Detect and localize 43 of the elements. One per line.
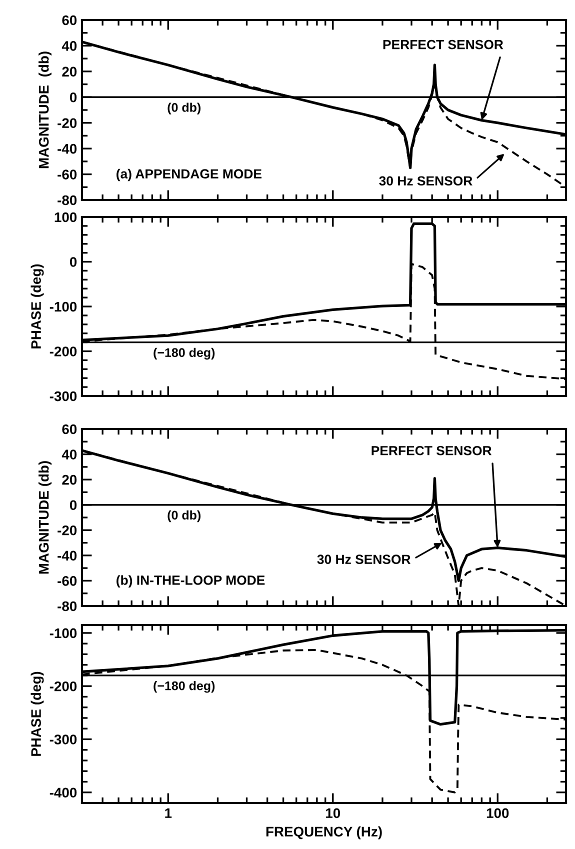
y-tick-label: 100: [54, 212, 77, 222]
y-tick-label: -200: [50, 346, 77, 356]
y-tick-label: -60: [58, 576, 77, 586]
y-tick-label: 0: [70, 92, 77, 102]
y-tick-label: 60: [62, 424, 77, 434]
annotation: (b) IN-THE-LOOP MODE: [116, 575, 265, 588]
x-axis-title: FREQUENCY (Hz): [266, 826, 382, 840]
x-tick-label: 100: [486, 808, 509, 818]
y-tick-label: -20: [58, 118, 77, 128]
y-tick-label: -300: [50, 734, 77, 744]
y-tick-label: 40: [62, 41, 77, 51]
annotation: 30 Hz SENSOR: [379, 176, 472, 186]
y-tick-label: -80: [58, 195, 77, 206]
y-axis-title: MAGNITUDE (db): [38, 52, 52, 168]
x-tick-label: 1: [165, 808, 172, 818]
ref-line-label: (−180 deg): [154, 681, 215, 693]
annotation: PERFECT SENSOR: [383, 40, 504, 50]
y-tick-label: -20: [58, 525, 77, 536]
y-tick-label: -100: [50, 628, 77, 638]
y-tick-label: 40: [62, 450, 77, 460]
y-tick-label: 0: [70, 500, 77, 510]
ref-line-label: (0 db): [168, 102, 200, 114]
y-tick-label: 20: [62, 66, 77, 77]
y-tick-label: -40: [58, 550, 77, 561]
ref-line-label: (−180 deg): [154, 348, 215, 360]
y-tick-label: -40: [58, 144, 77, 154]
y-axis-title: PHASE (deg): [30, 672, 44, 756]
y-tick-label: -300: [50, 391, 77, 402]
annotation: (a) APPENDAGE MODE: [116, 168, 262, 182]
y-tick-label: -200: [50, 681, 77, 692]
y-tick-label: -100: [50, 302, 77, 312]
ref-line-label: (0 db): [168, 510, 200, 522]
y-tick-label: -60: [58, 170, 77, 180]
y-tick-label: 0: [70, 257, 77, 267]
annotation: PERFECT SENSOR: [372, 446, 492, 456]
y-tick-label: -400: [50, 788, 77, 798]
y-tick-label: 60: [62, 15, 77, 26]
y-tick-label: 20: [62, 474, 77, 485]
annotation: 30 Hz SENSOR: [317, 554, 411, 564]
y-tick-label: -80: [58, 601, 77, 612]
y-axis-title: PHASE (deg): [30, 264, 44, 348]
x-tick-label: 10: [326, 808, 340, 818]
y-axis-title: MAGNITUDE (db): [38, 461, 52, 574]
